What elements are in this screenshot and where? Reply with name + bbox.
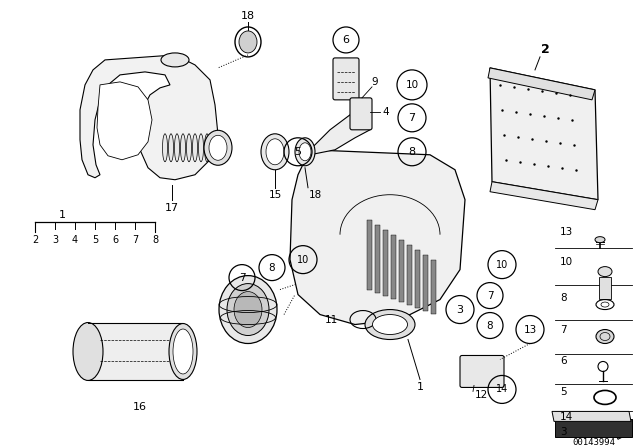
Bar: [88, 323, 183, 380]
Ellipse shape: [266, 139, 284, 165]
Text: 1: 1: [417, 383, 424, 392]
Text: 18: 18: [241, 11, 255, 21]
Bar: [367, 220, 372, 289]
Text: 7: 7: [486, 291, 493, 301]
Text: 14: 14: [496, 384, 508, 394]
Bar: [407, 245, 412, 305]
Text: 3: 3: [456, 305, 463, 314]
Bar: [383, 230, 388, 296]
Text: 17: 17: [165, 202, 179, 213]
Text: 13: 13: [560, 227, 573, 237]
Text: 3: 3: [52, 235, 58, 245]
Ellipse shape: [295, 138, 315, 166]
Bar: [599, 276, 611, 298]
Bar: [423, 254, 428, 310]
Text: 5: 5: [294, 147, 301, 157]
Ellipse shape: [591, 414, 603, 428]
Ellipse shape: [601, 302, 609, 307]
Text: 14: 14: [560, 413, 573, 422]
Ellipse shape: [198, 134, 204, 162]
Text: 5: 5: [92, 235, 98, 245]
Text: 5: 5: [560, 388, 566, 397]
Ellipse shape: [186, 134, 191, 162]
Bar: [431, 260, 436, 314]
Polygon shape: [290, 150, 465, 324]
Polygon shape: [97, 82, 152, 160]
Bar: [391, 235, 396, 298]
Ellipse shape: [180, 134, 186, 162]
Polygon shape: [555, 419, 632, 437]
Text: 6: 6: [342, 35, 349, 45]
FancyBboxPatch shape: [350, 98, 372, 130]
Text: 2: 2: [541, 43, 549, 56]
Polygon shape: [488, 68, 595, 100]
Text: 15: 15: [268, 190, 282, 200]
Text: 2: 2: [32, 235, 38, 245]
Ellipse shape: [175, 134, 179, 162]
Text: 8: 8: [486, 320, 493, 331]
Ellipse shape: [193, 134, 198, 162]
Text: 6: 6: [560, 357, 566, 366]
Text: 8: 8: [269, 263, 275, 273]
Text: 7: 7: [239, 272, 245, 283]
Ellipse shape: [365, 310, 415, 340]
Text: 7: 7: [408, 113, 415, 123]
Text: 3: 3: [560, 427, 566, 437]
Ellipse shape: [261, 134, 289, 170]
Bar: [415, 250, 420, 308]
Text: 18: 18: [308, 190, 322, 200]
Text: 10: 10: [405, 80, 419, 90]
Text: 4: 4: [382, 107, 388, 117]
Ellipse shape: [168, 134, 173, 162]
Ellipse shape: [209, 135, 227, 160]
Bar: [375, 225, 380, 293]
Text: 9: 9: [372, 77, 378, 87]
Ellipse shape: [299, 143, 311, 161]
Text: 8: 8: [560, 293, 566, 302]
Ellipse shape: [73, 323, 103, 380]
Ellipse shape: [163, 134, 168, 162]
Ellipse shape: [219, 276, 277, 344]
Ellipse shape: [234, 292, 262, 327]
Polygon shape: [490, 182, 598, 210]
Ellipse shape: [173, 329, 193, 374]
Polygon shape: [80, 55, 218, 180]
FancyBboxPatch shape: [333, 58, 359, 100]
Text: 10: 10: [496, 259, 508, 270]
Text: 8: 8: [408, 147, 415, 157]
Ellipse shape: [204, 130, 232, 165]
Text: 10: 10: [560, 257, 573, 267]
Text: 4: 4: [72, 235, 78, 245]
Text: 8: 8: [152, 235, 158, 245]
Text: 7: 7: [560, 324, 566, 335]
Ellipse shape: [596, 330, 614, 344]
Polygon shape: [552, 411, 631, 422]
Polygon shape: [610, 419, 622, 439]
Polygon shape: [490, 68, 598, 200]
Text: 10: 10: [297, 254, 309, 265]
Text: 11: 11: [324, 314, 338, 324]
Text: 1: 1: [58, 210, 65, 220]
FancyBboxPatch shape: [460, 355, 504, 388]
Ellipse shape: [161, 53, 189, 67]
Ellipse shape: [372, 314, 408, 335]
Text: 16: 16: [133, 402, 147, 413]
Ellipse shape: [205, 134, 209, 162]
Ellipse shape: [239, 31, 257, 53]
Text: 6: 6: [112, 235, 118, 245]
Ellipse shape: [227, 284, 269, 336]
Text: 00143994: 00143994: [573, 438, 616, 447]
Bar: [399, 240, 404, 302]
Ellipse shape: [598, 267, 612, 276]
Text: 7: 7: [132, 235, 138, 245]
Text: 12: 12: [475, 390, 488, 401]
Ellipse shape: [595, 237, 605, 243]
Text: 13: 13: [524, 324, 536, 335]
Ellipse shape: [169, 323, 197, 379]
Polygon shape: [310, 108, 370, 155]
